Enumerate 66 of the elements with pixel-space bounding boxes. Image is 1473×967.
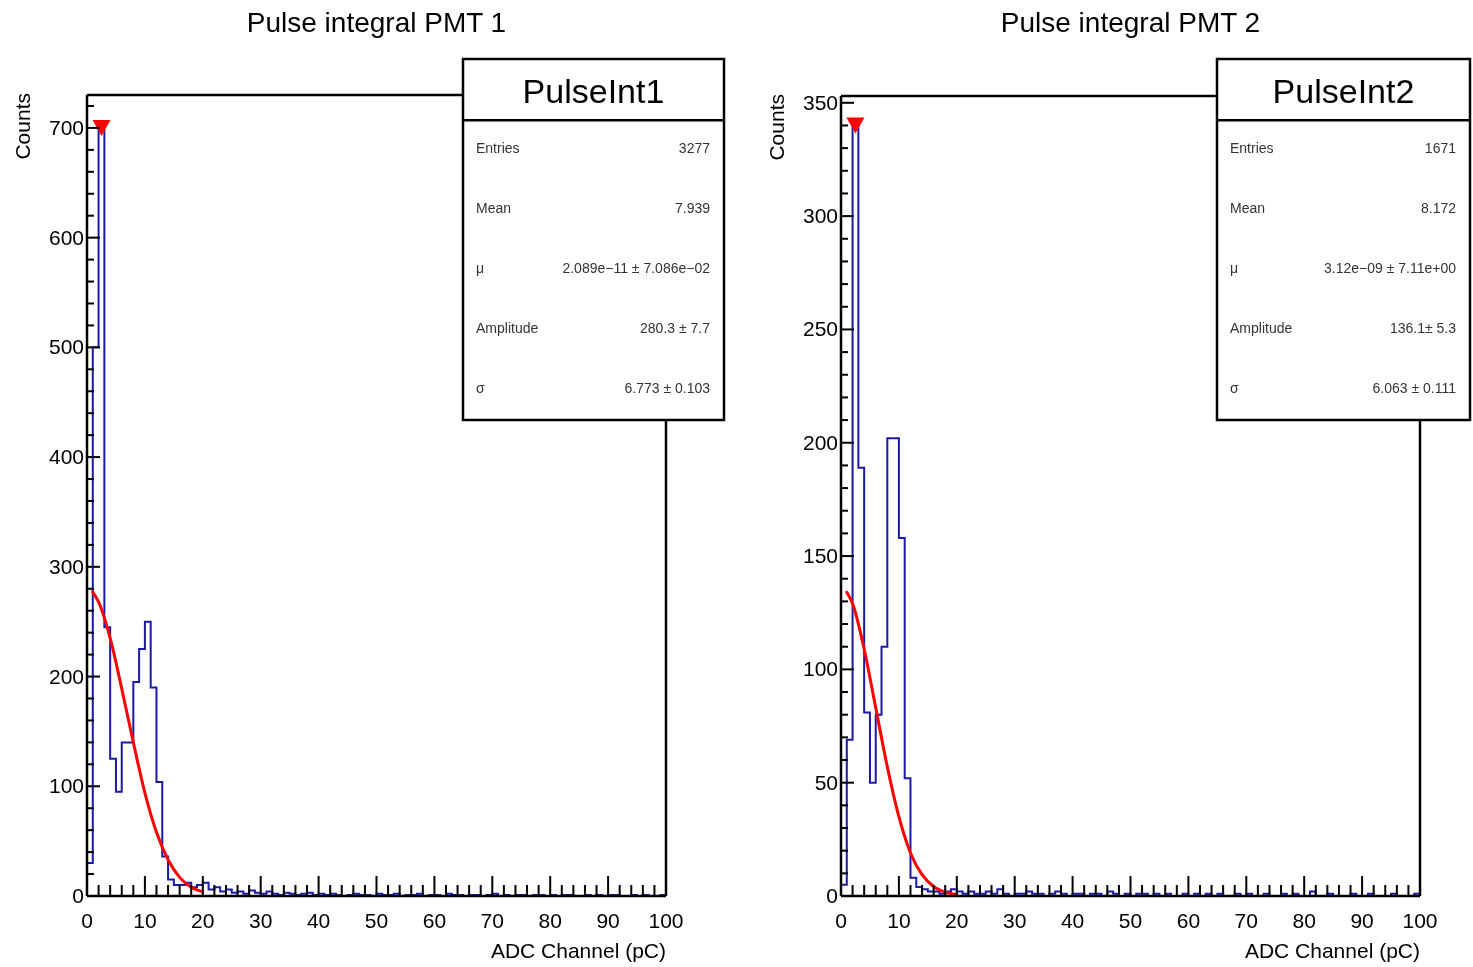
y-axis-title: Counts xyxy=(11,93,34,160)
text: 3277 xyxy=(678,140,710,156)
annotation: Entries xyxy=(1230,140,1274,156)
annotation: Amplitude xyxy=(1230,320,1293,336)
x-tick-label: 100 xyxy=(648,909,684,932)
y-tick-label: 200 xyxy=(48,664,84,688)
x-tick-label: 90 xyxy=(1350,909,1374,932)
x-tick-label: 10 xyxy=(133,909,157,932)
text: 7.939 xyxy=(674,200,710,216)
x-tick-label: 70 xyxy=(1234,909,1258,932)
chart-title: Pulse integral PMT 1 xyxy=(246,7,507,38)
chart-title: Pulse integral PMT 2 xyxy=(1000,7,1261,38)
annotation: 6.773 ± 0.103 xyxy=(624,380,711,396)
x-tick-label: 70 xyxy=(480,909,504,932)
annotation: Mean xyxy=(476,200,512,216)
annotation: 280.3 ± 7.7 xyxy=(640,320,711,336)
y-tick-label: 700 xyxy=(48,115,84,139)
annotation: μ xyxy=(476,260,485,276)
x-tick-label: 60 xyxy=(422,909,447,932)
text: 1671 xyxy=(1424,140,1456,156)
annotation: Mean xyxy=(1230,200,1266,216)
x-tick-label: 100 xyxy=(1402,909,1438,932)
annotation: 2.089e−11 ± 7.086e−02 xyxy=(562,260,711,276)
y-tick-label: 100 xyxy=(48,774,84,798)
y-tick-label: 100 xyxy=(802,657,838,681)
x-tick-label: 90 xyxy=(596,909,620,932)
x-tick-label: 40 xyxy=(1060,909,1085,932)
y-tick-label: 500 xyxy=(48,335,84,359)
line-series xyxy=(845,590,959,897)
annotation: PulseInt1 xyxy=(522,72,665,110)
x-tick-label: 30 xyxy=(249,909,273,932)
x-tick-label: 50 xyxy=(364,909,389,932)
annotation: 3.12e−09 ± 7.11e+00 xyxy=(1324,260,1457,276)
annotation: 6.063 ± 0.111 xyxy=(1372,380,1457,396)
y-tick-label: 250 xyxy=(802,317,838,341)
x-tick-label: 80 xyxy=(538,909,562,932)
x-tick-label: 60 xyxy=(1176,909,1201,932)
x-axis-title: ADC Channel (pC) xyxy=(1244,939,1420,962)
y-tick-label: 0 xyxy=(826,884,838,907)
annotation: σ xyxy=(476,380,485,396)
y-tick-label: 0 xyxy=(72,884,84,907)
annotation: μ xyxy=(1230,260,1239,276)
x-axis-title: ADC Channel (pC) xyxy=(490,939,666,962)
y-tick-label: 300 xyxy=(48,554,84,578)
annotation: PulseInt2 xyxy=(1272,72,1415,110)
annotation: Amplitude xyxy=(476,320,539,336)
y-tick-label: 400 xyxy=(48,445,84,469)
x-tick-label: 20 xyxy=(945,909,969,932)
x-tick-label: 50 xyxy=(1118,909,1143,932)
y-tick-label: 200 xyxy=(802,430,838,454)
y-tick-label: 600 xyxy=(48,225,84,249)
x-tick-label: 80 xyxy=(1292,909,1316,932)
line-series xyxy=(91,590,205,894)
y-axis-title: Counts xyxy=(765,94,788,161)
y-tick-label: 350 xyxy=(802,90,838,114)
x-tick-label: 10 xyxy=(887,909,911,932)
x-tick-label: 20 xyxy=(191,909,215,932)
x-tick-label: 30 xyxy=(1003,909,1027,932)
annotation: 136.1± 5.3 xyxy=(1389,320,1457,336)
y-tick-label: 150 xyxy=(802,544,838,568)
annotation: Entries xyxy=(476,140,520,156)
x-tick-label: 40 xyxy=(306,909,331,932)
text: 8.172 xyxy=(1420,200,1456,216)
y-tick-label: 300 xyxy=(802,204,838,228)
annotation: σ xyxy=(1230,380,1239,396)
y-tick-label: 50 xyxy=(814,770,838,794)
